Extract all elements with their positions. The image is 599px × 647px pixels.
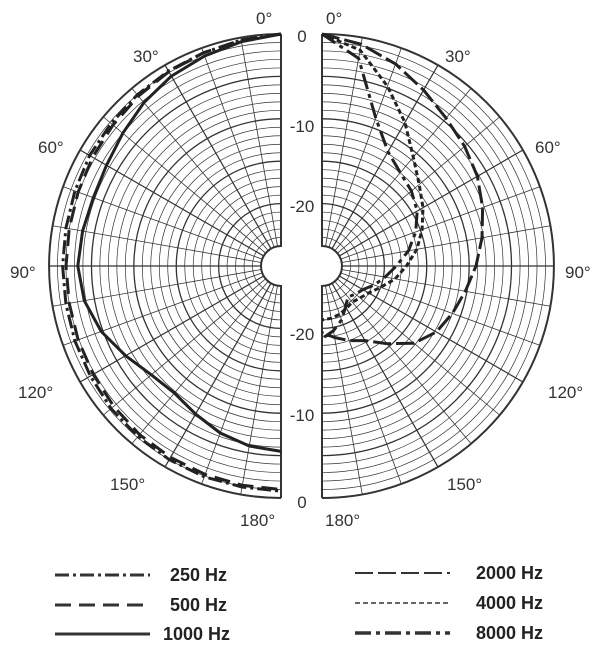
left-angle-label-120: 120° xyxy=(18,383,53,402)
left-grid-spoke xyxy=(201,47,275,248)
right-grid-spoke xyxy=(328,284,402,485)
right-grid-spoke xyxy=(325,285,363,495)
right-angle-label-180: 180° xyxy=(325,511,360,530)
left-grid-spoke xyxy=(131,88,269,251)
left-grid-spoke xyxy=(52,269,262,307)
series-4000hz xyxy=(321,32,425,322)
right-hub xyxy=(321,224,343,308)
right-grid-spoke xyxy=(328,47,402,248)
right-angle-label-90: 90° xyxy=(565,263,591,282)
left-grid-spoke xyxy=(240,37,278,247)
left-angle-label-90: 90° xyxy=(10,263,36,282)
left-grid-spoke xyxy=(79,275,264,383)
left-grid-spoke xyxy=(62,186,263,260)
left-grid-spoke xyxy=(164,64,272,249)
right-grid-spoke xyxy=(337,278,500,416)
legend: 250 Hz 500 Hz 1000 Hz 2000 Hz 4000 Hz 80… xyxy=(55,563,543,644)
right-grid-spoke xyxy=(334,88,472,251)
series-500hz xyxy=(64,32,282,491)
left-angle-label-150: 150° xyxy=(110,475,145,494)
radius-label-20-bottom: -20 xyxy=(290,325,315,344)
radius-label-0-bottom: 0 xyxy=(297,493,306,512)
left-polar-grid xyxy=(48,33,282,499)
left-grid-spoke xyxy=(79,149,264,257)
radius-label-20-top: -20 xyxy=(290,197,315,216)
left-grid-spoke xyxy=(164,283,272,468)
right-grid-spoke xyxy=(340,186,541,260)
right-angle-label-120: 120° xyxy=(548,383,583,402)
left-grid-spoke xyxy=(52,225,262,263)
left-angle-label-60: 60° xyxy=(38,138,64,157)
left-angle-label-30: 30° xyxy=(133,47,159,66)
radius-label-10-top: -10 xyxy=(290,117,315,136)
left-angle-label-180: 180° xyxy=(240,511,275,530)
right-grid-spoke xyxy=(331,283,439,468)
legend-label-500hz: 500 Hz xyxy=(170,595,227,615)
right-grid-spoke xyxy=(341,225,551,263)
legend-label-8000hz: 8000 Hz xyxy=(476,623,543,643)
series-2000hz xyxy=(321,32,485,346)
left-grid-spoke xyxy=(103,116,266,254)
legend-label-250hz: 250 Hz xyxy=(170,565,227,585)
series-250hz xyxy=(61,32,282,493)
series-curves xyxy=(61,32,485,493)
radius-label-0-top: 0 xyxy=(297,27,306,46)
legend-label-1000hz: 1000 Hz xyxy=(163,624,230,644)
right-angle-label-0: 0° xyxy=(326,9,342,28)
right-polar-grid xyxy=(321,33,555,499)
right-angle-label-60: 60° xyxy=(535,138,561,157)
left-grid-spoke xyxy=(131,281,269,444)
right-angle-label-150: 150° xyxy=(447,475,482,494)
right-grid-spoke xyxy=(337,116,500,254)
right-grid-spoke xyxy=(339,149,524,257)
right-grid-spoke xyxy=(325,37,363,247)
series-1000hz xyxy=(76,32,282,453)
right-grid-spoke xyxy=(331,64,439,249)
right-grid-spoke xyxy=(340,272,541,346)
series-8000hz xyxy=(321,32,419,340)
right-grid-spoke xyxy=(334,281,472,444)
left-angle-label-0: 0° xyxy=(256,9,272,28)
left-grid-spoke xyxy=(240,285,278,495)
radius-label-10-bottom: -10 xyxy=(290,406,315,425)
left-grid-spoke xyxy=(201,284,275,485)
legend-label-4000hz: 4000 Hz xyxy=(476,593,543,613)
right-grid-spoke xyxy=(341,269,551,307)
right-angle-label-30: 30° xyxy=(445,47,471,66)
left-hub xyxy=(260,224,282,308)
legend-label-2000hz: 2000 Hz xyxy=(476,563,543,583)
left-grid-spoke xyxy=(62,272,263,346)
left-grid-spoke xyxy=(103,278,266,416)
